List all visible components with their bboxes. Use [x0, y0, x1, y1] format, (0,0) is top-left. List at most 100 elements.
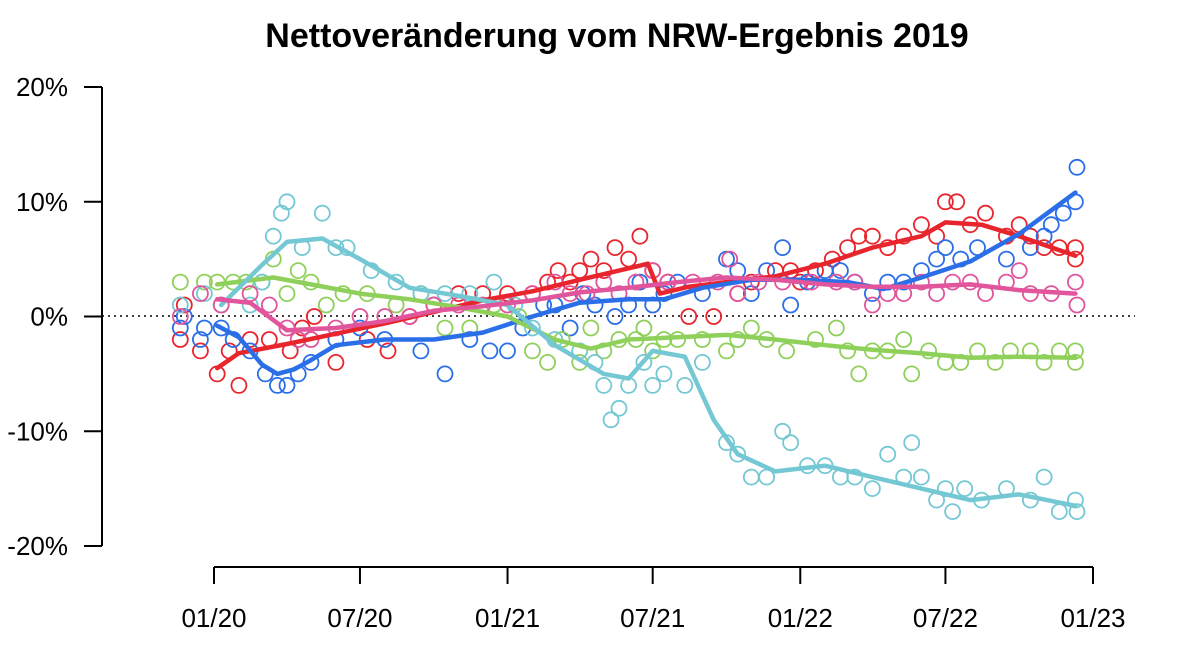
data-point	[171, 296, 189, 314]
data-point	[903, 434, 921, 452]
data-point	[774, 239, 791, 257]
data-point	[379, 342, 397, 360]
data-point	[631, 273, 649, 291]
x-tick-label: 01/20	[181, 603, 246, 633]
data-point	[241, 296, 259, 314]
data-point	[610, 399, 628, 417]
data-point	[171, 308, 189, 325]
data-point	[839, 342, 856, 360]
data-point	[278, 193, 296, 211]
data-point	[729, 285, 747, 303]
data-point	[582, 250, 600, 268]
data-point	[948, 193, 966, 211]
data-point	[313, 204, 331, 222]
data-point	[920, 342, 937, 360]
data-point	[850, 227, 868, 245]
data-point	[278, 376, 296, 394]
y-tick-label: -20%	[7, 531, 68, 561]
data-point	[1035, 468, 1053, 486]
data-point	[264, 227, 282, 245]
data-point	[195, 273, 213, 291]
data-point	[676, 376, 694, 394]
data-point	[1054, 204, 1072, 222]
data-point	[828, 319, 845, 337]
data-point	[961, 273, 979, 291]
data-point	[524, 319, 541, 337]
data-point	[944, 273, 961, 291]
data-point	[499, 342, 516, 360]
data-point	[627, 273, 645, 291]
x-ticks: 01/20 07/20 01/21 07/21 01/22 07/22 01/23	[181, 567, 1126, 633]
y-tick-label: 20%	[16, 72, 68, 102]
data-point	[175, 308, 193, 325]
data-point	[928, 250, 945, 268]
data-point	[1010, 262, 1028, 280]
data-point	[1022, 285, 1039, 303]
data-point	[595, 376, 613, 394]
data-point	[913, 468, 930, 486]
data-point	[635, 353, 653, 371]
data-point	[864, 296, 881, 314]
data-point	[327, 353, 345, 371]
data-point	[549, 262, 567, 280]
data-point	[436, 319, 454, 337]
data-point	[944, 503, 961, 521]
series-trend-line	[214, 220, 1078, 371]
y-tick-label: 0%	[30, 302, 68, 332]
data-point	[879, 445, 897, 463]
data-point	[461, 331, 479, 348]
data-point	[782, 434, 799, 452]
data-point	[195, 285, 213, 303]
data-point	[412, 342, 430, 360]
data-point	[998, 250, 1015, 268]
data-point	[191, 331, 209, 348]
data-point	[1042, 216, 1060, 234]
x-tick-label: 07/21	[620, 603, 685, 633]
x-tick-label: 01/22	[768, 603, 833, 633]
data-point	[561, 319, 579, 337]
data-point	[524, 342, 541, 360]
data-point	[895, 227, 913, 245]
data-point	[680, 308, 698, 325]
data-point	[278, 285, 296, 303]
data-point	[694, 331, 711, 348]
data-point	[807, 262, 824, 280]
y-tick-label: 10%	[16, 187, 68, 217]
data-point	[171, 273, 189, 291]
data-point	[171, 319, 189, 337]
data-point	[832, 262, 849, 280]
data-point	[582, 319, 600, 337]
data-point	[1068, 158, 1086, 176]
y-ticks: 20% 10% 0% -10% -20%	[7, 72, 102, 561]
data-point	[1068, 503, 1086, 521]
series-trends	[214, 190, 1078, 509]
y-tick-label: -10%	[7, 416, 68, 446]
data-point	[631, 227, 649, 245]
data-point	[620, 250, 637, 268]
data-point	[317, 296, 335, 314]
data-point	[705, 308, 723, 325]
data-point	[718, 342, 735, 360]
data-point	[212, 319, 230, 337]
data-point	[539, 353, 556, 371]
data-point	[850, 365, 868, 383]
data-point	[729, 445, 747, 463]
data-point	[846, 468, 864, 486]
data-point	[986, 353, 1004, 371]
data-point	[742, 468, 760, 486]
data-point	[895, 331, 913, 348]
data-point	[606, 308, 624, 325]
data-point	[171, 331, 189, 348]
x-tick-label: 07/20	[327, 603, 392, 633]
data-point	[778, 342, 795, 360]
data-point	[1050, 503, 1068, 521]
data-point	[729, 331, 747, 348]
data-point	[175, 296, 193, 314]
data-point	[864, 480, 881, 498]
data-point	[1067, 273, 1084, 291]
data-point	[1035, 353, 1053, 371]
data-point	[253, 273, 271, 291]
data-point	[782, 296, 799, 314]
data-point	[718, 250, 735, 268]
